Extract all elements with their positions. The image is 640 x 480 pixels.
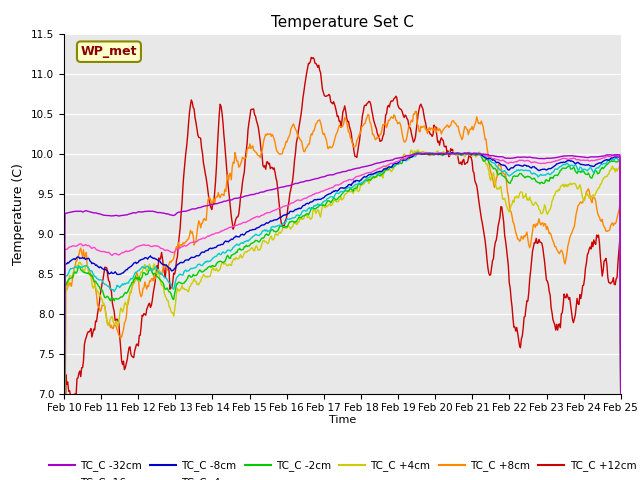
TC_C -2cm	[480, 158, 488, 164]
TC_C +8cm	[388, 115, 396, 120]
Line: TC_C -4cm: TC_C -4cm	[64, 153, 621, 480]
TC_C -8cm	[617, 421, 625, 427]
TC_C -8cm	[159, 262, 166, 267]
TC_C +4cm	[204, 274, 211, 279]
TC_C +8cm	[204, 205, 211, 211]
TC_C -2cm	[312, 206, 320, 212]
TC_C +8cm	[480, 131, 488, 136]
TC_C -2cm	[388, 165, 396, 171]
TC_C -16cm	[312, 191, 320, 196]
TC_C -2cm	[159, 279, 166, 285]
TC_C +4cm	[159, 282, 166, 288]
Line: TC_C +8cm: TC_C +8cm	[64, 111, 621, 480]
TC_C -32cm	[388, 157, 396, 163]
TC_C -4cm	[159, 272, 166, 278]
TC_C -32cm	[312, 176, 320, 181]
TC_C -2cm	[204, 265, 211, 271]
TC_C +12cm	[307, 55, 315, 60]
TC_C -8cm	[432, 151, 440, 157]
TC_C +12cm	[313, 62, 321, 68]
Y-axis label: Temperature (C): Temperature (C)	[12, 163, 26, 264]
TC_C -8cm	[312, 197, 320, 203]
TC_C -16cm	[480, 152, 488, 157]
TC_C -2cm	[433, 151, 440, 157]
TC_C +8cm	[617, 388, 625, 394]
TC_C -2cm	[617, 423, 625, 429]
TC_C +4cm	[433, 149, 440, 155]
TC_C -32cm	[159, 210, 166, 216]
TC_C +8cm	[412, 108, 420, 114]
TC_C -16cm	[204, 234, 211, 240]
TC_C -16cm	[617, 419, 625, 425]
Line: TC_C +4cm: TC_C +4cm	[64, 150, 621, 480]
Line: TC_C +12cm: TC_C +12cm	[64, 58, 621, 480]
TC_C -8cm	[480, 154, 488, 160]
TC_C +4cm	[617, 423, 625, 429]
TC_C +12cm	[389, 98, 397, 104]
TC_C -8cm	[448, 150, 456, 156]
TC_C -4cm	[480, 154, 488, 160]
Legend: TC_C -32cm, TC_C -16cm, TC_C -8cm, TC_C -4cm, TC_C -2cm, TC_C +4cm, TC_C +8cm, T: TC_C -32cm, TC_C -16cm, TC_C -8cm, TC_C …	[44, 456, 640, 480]
TC_C -16cm	[432, 151, 440, 157]
TC_C -4cm	[204, 258, 211, 264]
TC_C -4cm	[446, 150, 454, 156]
TC_C +4cm	[480, 157, 488, 163]
TC_C -32cm	[463, 150, 471, 156]
TC_C -4cm	[432, 151, 440, 156]
TC_C -32cm	[204, 203, 211, 208]
Title: Temperature Set C: Temperature Set C	[271, 15, 414, 30]
TC_C +8cm	[433, 127, 440, 133]
TC_C -8cm	[204, 247, 211, 253]
Line: TC_C -2cm: TC_C -2cm	[64, 152, 621, 480]
TC_C -4cm	[312, 202, 320, 208]
TC_C -32cm	[60, 457, 68, 463]
TC_C +4cm	[312, 211, 320, 216]
TC_C +12cm	[480, 232, 488, 238]
Text: WP_met: WP_met	[81, 45, 137, 58]
TC_C -16cm	[159, 246, 166, 252]
TC_C -4cm	[388, 164, 396, 169]
TC_C +12cm	[433, 132, 440, 138]
TC_C -8cm	[388, 164, 396, 169]
Line: TC_C -8cm: TC_C -8cm	[64, 153, 621, 480]
TC_C -32cm	[617, 418, 625, 424]
Line: TC_C -16cm: TC_C -16cm	[64, 153, 621, 480]
TC_C +12cm	[204, 182, 211, 188]
TC_C -16cm	[388, 161, 396, 167]
TC_C -4cm	[617, 422, 625, 428]
TC_C +4cm	[388, 168, 396, 173]
TC_C +8cm	[159, 268, 166, 274]
TC_C -2cm	[414, 149, 422, 155]
TC_C -16cm	[438, 150, 445, 156]
TC_C +4cm	[414, 147, 422, 153]
TC_C +12cm	[159, 256, 166, 262]
TC_C -32cm	[432, 151, 440, 156]
TC_C +12cm	[617, 410, 625, 416]
TC_C +8cm	[312, 121, 320, 127]
TC_C -32cm	[480, 151, 488, 157]
X-axis label: Time: Time	[329, 415, 356, 425]
Line: TC_C -32cm: TC_C -32cm	[64, 153, 621, 460]
